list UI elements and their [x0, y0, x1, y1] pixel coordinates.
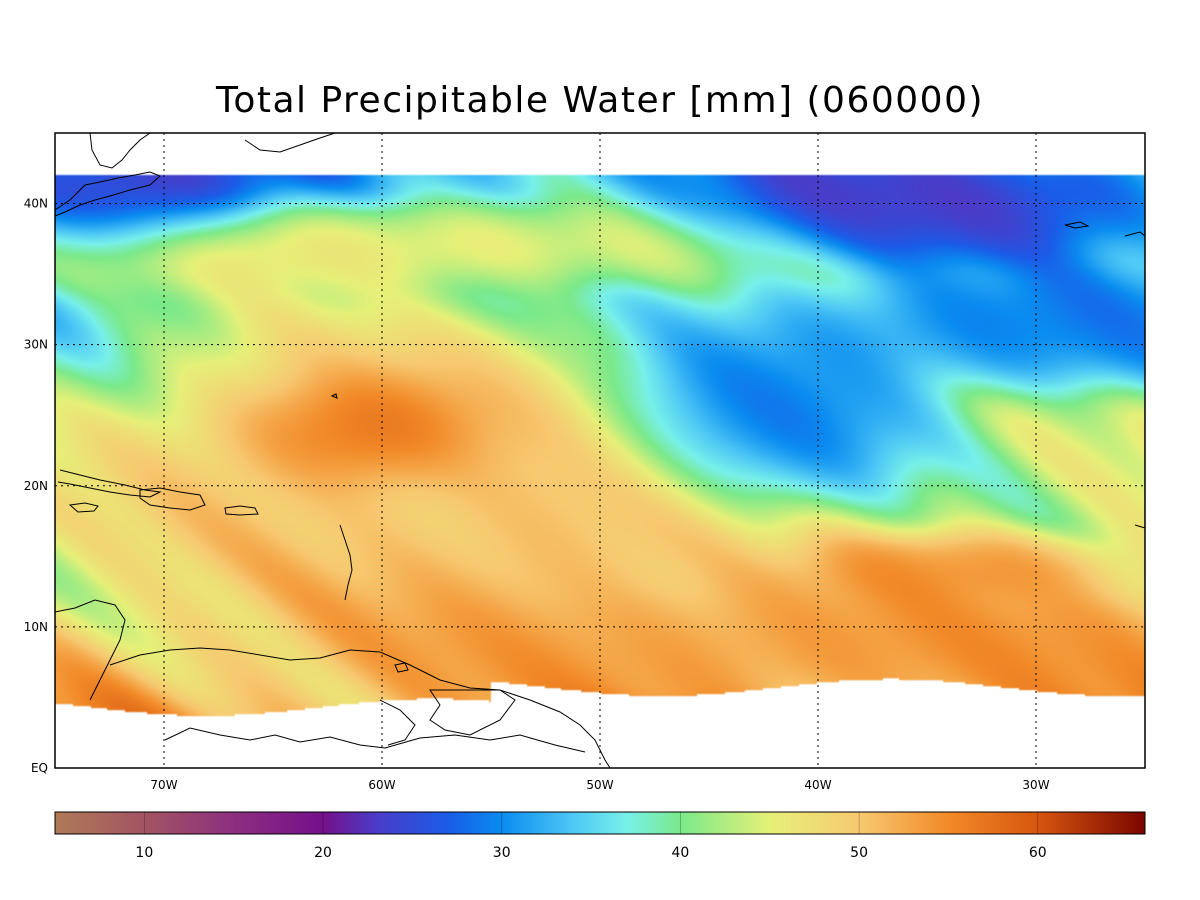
latitude-label: 30N — [24, 338, 48, 352]
longitude-label: 70W — [150, 778, 177, 792]
latitude-label: EQ — [31, 761, 48, 775]
orinoco-outline — [379, 699, 416, 746]
canaries — [1134, 524, 1145, 529]
portugal-coast — [1124, 231, 1145, 237]
azores — [1064, 221, 1090, 229]
trinidad — [394, 662, 409, 673]
maine-coast — [89, 133, 151, 169]
latitude-label: 20N — [24, 479, 48, 493]
longitude-label: 40W — [804, 778, 831, 792]
colorbar-tick-label: 10 — [135, 845, 153, 861]
jamaica — [68, 502, 99, 513]
central-america — [55, 599, 126, 701]
colorbar-scale — [54, 811, 1146, 835]
bermuda — [330, 393, 338, 399]
colorbar-tick-label: 30 — [493, 845, 511, 861]
tpw-field-raster — [55, 133, 1145, 768]
latitude-label: 10N — [24, 620, 48, 634]
nova-scotia — [244, 133, 336, 153]
colorbar: 10 20 30 40 50 60 — [54, 811, 1146, 861]
puerto-rico — [224, 505, 259, 516]
map-title: Total Precipitable Water [mm] (060000) — [215, 80, 985, 121]
map-frame — [54, 132, 1146, 769]
latitude-label: 40N — [24, 197, 48, 211]
guianas — [429, 689, 516, 736]
longitude-labels: 70W 60W 50W 40W 30W — [150, 778, 1049, 792]
map-gridlines — [55, 133, 1145, 768]
colorbar-tick-label: 40 — [671, 845, 689, 861]
coastlines — [55, 133, 1145, 768]
colorbar-tick-label: 50 — [850, 845, 868, 861]
longitude-label: 30W — [1022, 778, 1049, 792]
hispaniola — [139, 487, 206, 511]
longitude-label: 60W — [368, 778, 395, 792]
south-america-interior — [164, 727, 586, 753]
colorbar-tick-label: 60 — [1029, 845, 1047, 861]
colorbar-labels: 10 20 30 40 50 60 — [135, 812, 1047, 861]
latitude-labels: 40N 30N 20N 10N EQ — [24, 197, 48, 775]
south-america-north-coast — [109, 647, 611, 768]
longitude-label: 50W — [586, 778, 613, 792]
cuba — [57, 469, 162, 498]
colorbar-tick-label: 20 — [314, 845, 332, 861]
lesser-antilles — [339, 524, 353, 601]
